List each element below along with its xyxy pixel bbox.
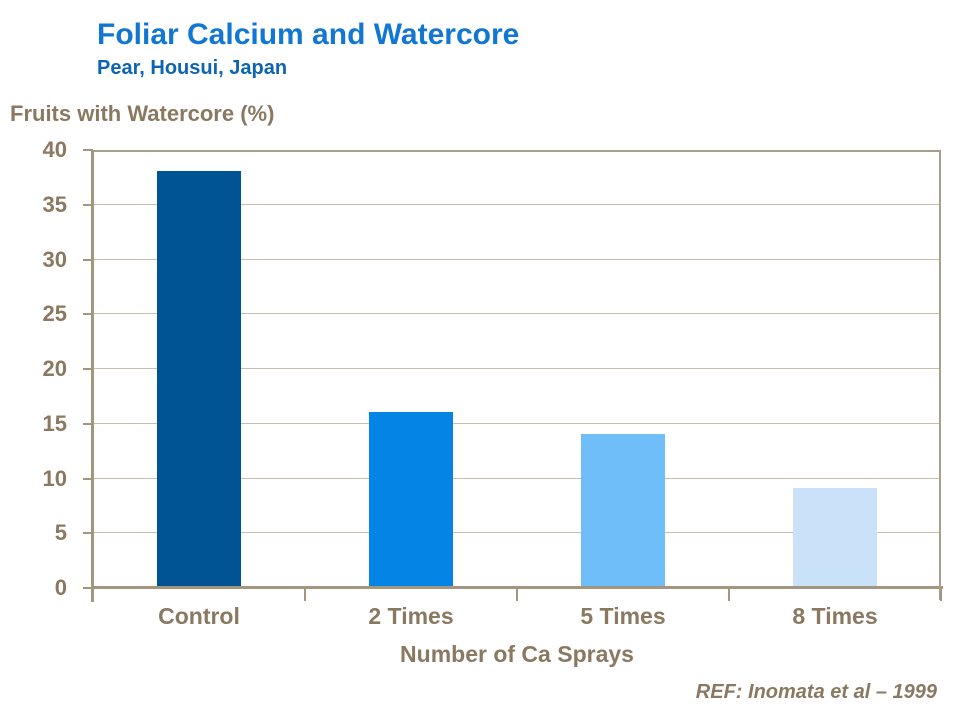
category-label: 2 Times: [368, 603, 454, 629]
y-tick-label: 30: [42, 247, 67, 272]
gridline: [93, 368, 941, 369]
reference-text: REF: Inomata et al – 1999: [695, 681, 937, 703]
x-tick: [516, 589, 518, 601]
x-tick: [92, 589, 94, 601]
y-tick-label: 35: [42, 192, 67, 217]
y-tick-label: 5: [54, 520, 67, 545]
gridline: [93, 478, 941, 479]
y-tick: [83, 204, 93, 206]
gridline: [93, 150, 941, 152]
y-axis-label: Fruits with Watercore (%): [10, 101, 275, 126]
bar: [369, 412, 453, 587]
x-axis-line: [91, 586, 943, 589]
x-category-labels: Control 2 Times 5 Times 8 Times: [93, 603, 941, 631]
right-frame-line: [939, 150, 941, 600]
y-tick: [83, 259, 93, 261]
y-axis-line: [91, 150, 94, 602]
y-tick: [83, 423, 93, 425]
y-tick-label: 20: [42, 356, 67, 381]
x-tick: [728, 589, 730, 601]
y-tick: [83, 587, 93, 589]
gridline: [93, 423, 941, 424]
gridline: [93, 259, 941, 260]
chart-title: Foliar Calcium and Watercore: [97, 18, 520, 51]
bar: [581, 434, 665, 587]
y-tick: [83, 313, 93, 315]
x-tick: [304, 589, 306, 601]
bar: [793, 488, 877, 587]
y-tick-label: 15: [42, 411, 67, 436]
x-axis-label: Number of Ca Sprays: [400, 641, 634, 667]
chart-subtitle: Pear, Housui, Japan: [97, 57, 288, 79]
y-tick: [83, 532, 93, 534]
x-tick: [940, 589, 942, 601]
plot-area: [83, 149, 943, 602]
category-label: Control: [158, 603, 240, 629]
y-tick: [83, 149, 93, 151]
y-tick-label: 40: [42, 137, 67, 162]
y-tick-label: 25: [42, 301, 67, 326]
category-label: 8 Times: [792, 603, 878, 629]
gridline: [93, 532, 941, 533]
gridline: [93, 313, 941, 314]
bar: [157, 171, 241, 587]
y-tick-label: 10: [42, 466, 67, 491]
y-tick-labels: 0 5 10 15 20 25 30 35 40: [0, 137, 81, 600]
category-label: 5 Times: [580, 603, 666, 629]
gridline: [93, 204, 941, 205]
y-tick: [83, 368, 93, 370]
y-tick: [83, 478, 93, 480]
y-tick-label: 0: [54, 575, 67, 600]
